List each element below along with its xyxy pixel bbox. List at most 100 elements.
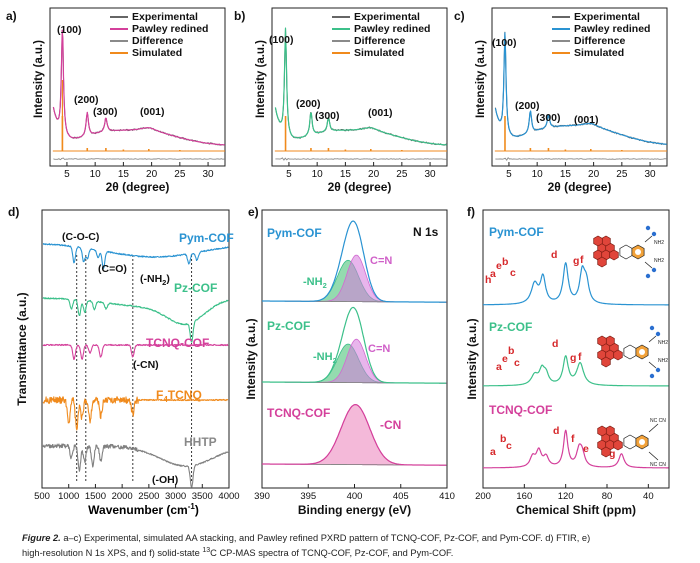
series-label: Pz-COF [174,281,217,295]
plot-frame [41,209,230,489]
difference-curve [495,157,667,161]
x-tick-label: 30 [203,169,215,180]
annotation: (-OH) [152,474,178,486]
pawley-refined-curve [274,27,447,146]
panel-letter: d) [8,205,19,219]
peak-letter: g [609,448,615,460]
peak-label: (200) [74,94,99,106]
ring [623,434,637,450]
x-tick-label: 3500 [192,491,213,502]
x-tick-label: 2000 [112,491,133,502]
x-tick-label: 410 [439,491,455,502]
x-axis-label: Wavenumber (cm-1) [88,502,199,517]
plot-frame [271,7,448,167]
ring [597,256,607,268]
nitrogen-atom [651,267,657,273]
ring [613,439,623,451]
peak-letter: h [485,274,491,286]
y-axis-label: Intensity (a.u.) [244,318,258,399]
panel-letter: c) [454,9,465,23]
peak-label: (001) [140,106,165,118]
series-label: Pym-COF [267,226,322,240]
peak-label: (001) [574,114,599,126]
peak-letter: e [583,443,589,455]
pxrd-panel-b: b) 5 10 15 20 25 30 2θ (degree) Intensity (a.u.)… [234,7,448,194]
peak-letter: f [571,433,575,445]
x-tick-label: 10 [90,169,102,180]
bond [644,235,653,269]
x-axis-label: Chemical Shift (ppm) [516,503,636,517]
atom-label: NH2 [658,340,668,346]
x-axis-label: 2θ (degree) [548,180,612,194]
series-label: Pz-COF [267,319,310,333]
nmr-spectrum [482,429,669,469]
legend-entry: Pawley redined [354,23,430,35]
series-label: F4TCNQ [156,388,202,404]
y-axis-label: Intensity (a.u.) [33,40,45,118]
ring [601,235,611,247]
subscript: 2 [333,356,337,365]
fit-component-cn [262,254,447,303]
nmr-spectrum [482,355,669,387]
x-tick-label: 30 [645,169,657,180]
x-tick-label: 5 [286,169,292,180]
x-tick-label: 390 [254,491,270,502]
ftir-panel: d) 500 1000 1500 2000 2500 3000 3500 4000 Wavenum… [8,205,240,517]
y-axis-label: Intensity (a.u.) [465,318,479,399]
nitrogen-atom [649,325,655,331]
panel-letter: e) [248,205,259,219]
x-tick-label: 1000 [58,491,79,502]
subscript: 2 [162,278,166,287]
peak-label: (300) [536,112,561,124]
x-tick-label: 30 [425,169,437,180]
annotation: (-NH2) [140,273,170,287]
ring [609,249,619,261]
ring [601,446,611,458]
atom-label: NH2 [658,358,668,364]
ring [605,335,615,347]
series-label: TCNQ-COF [267,406,330,420]
caption-line-1: a–c) Experimental, simulated AA stacking… [63,533,591,543]
nitrogen-atom [651,231,657,237]
x-tick-label: 20 [588,169,600,180]
legend-entry: Difference [132,35,184,47]
x-axis-label: Binding energy (eV) [298,503,411,517]
x-axis-paren: ) [195,503,199,517]
x-tick-label: 15 [560,169,572,180]
x-tick-label: 200 [475,491,491,502]
ring [593,235,603,247]
peak-letter: d [552,338,558,350]
x-tick-label: 80 [602,491,613,502]
caption-line-2b: C CP-MAS spectra of TCNQ-COF, Pz-COF, an… [210,547,454,558]
x-tick-label: 4000 [218,491,239,502]
ring [597,335,607,347]
annotation: (-CN) [133,359,159,371]
peak-letter: c [514,357,520,369]
caption-superscript: 13 [202,546,211,554]
peak-letter: a [496,361,502,373]
peak-letter: f [578,351,582,363]
peak-letter: e [502,353,508,365]
x-tick-label: 25 [616,169,628,180]
legend-entry: Pawley redined [574,23,650,35]
nmr-spectrum [482,262,669,306]
atom-label: NH2 [654,240,664,246]
x-tick-label: 20 [146,169,158,180]
peak-letter: g [570,352,576,364]
legend-entry: Difference [354,35,406,47]
series-label: TCNQ-COF [146,336,209,350]
legend-entry: Experimental [132,11,198,23]
panel-letter: a) [6,9,17,23]
component-label: C=N [368,343,390,355]
ftir-spectrum [42,243,229,270]
x-tick-label: 25 [174,169,186,180]
component-label: C=N [370,255,392,267]
bond [648,423,659,461]
x-axis-label: 2θ (degree) [328,180,392,194]
ring-center [639,349,645,355]
molecule-structure: NC CN NC CN [597,418,666,468]
legend-entry: Difference [574,35,626,47]
panel-letter: f) [467,205,475,219]
caption-prefix: Figure 2. [22,533,61,543]
